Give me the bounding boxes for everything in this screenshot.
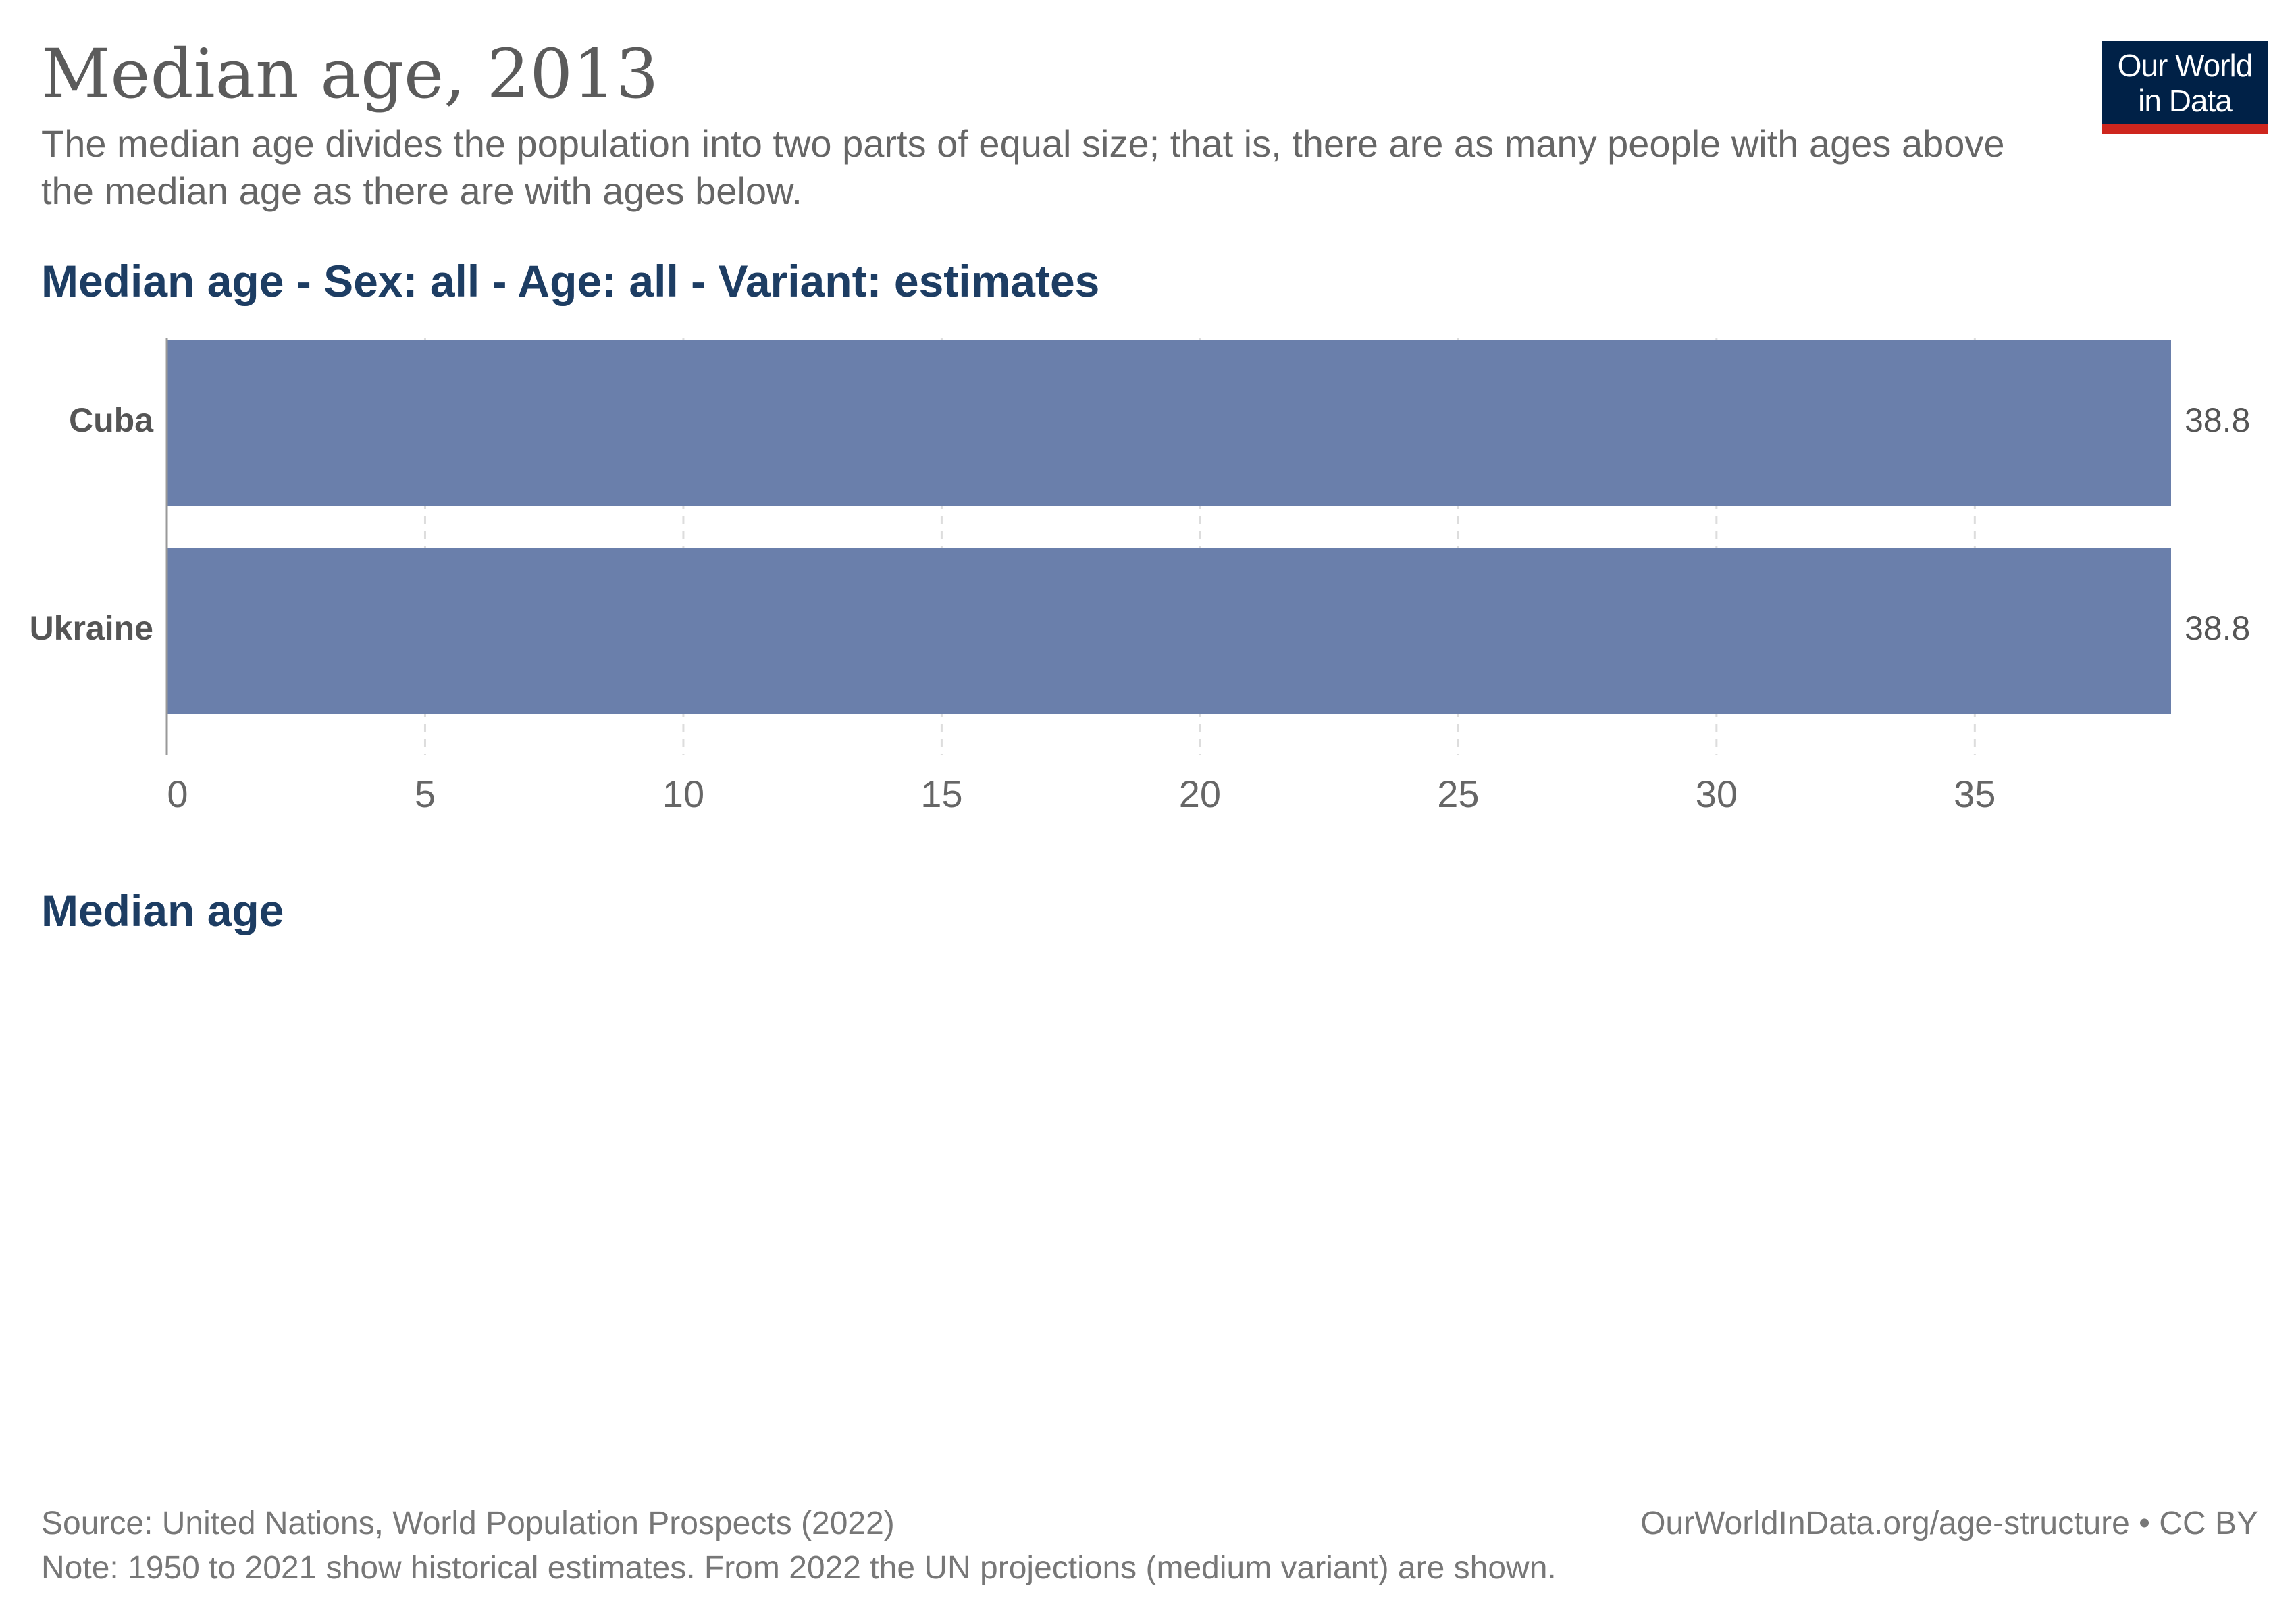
x-tick-label: 10 xyxy=(662,773,704,815)
source-url-link[interactable]: OurWorldInData.org/age-structure • CC BY xyxy=(1640,1506,2258,1541)
category-label: Ukraine xyxy=(30,609,153,647)
chart-title: Median age - Sex: all - Age: all - Varia… xyxy=(41,256,1100,306)
logo-line-2: in Data xyxy=(2138,82,2233,118)
bar xyxy=(167,548,2171,714)
value-label: 38.8 xyxy=(2185,609,2250,647)
note-text: Note: 1950 to 2021 show historical estim… xyxy=(41,1550,1557,1586)
bar-chart: Cuba 38.8 Ukraine 38.8 0 5 10 15 20 25 30 35 xyxy=(30,338,2250,815)
x-tick-label: 35 xyxy=(1954,773,1995,815)
section-title: Median age xyxy=(41,885,284,935)
x-tick-label: 30 xyxy=(1696,773,1738,815)
x-tick-label: 0 xyxy=(167,773,188,815)
page-title: Median age, 2013 xyxy=(41,34,659,113)
category-label: Cuba xyxy=(69,401,154,439)
x-tick-label: 20 xyxy=(1179,773,1221,815)
value-label: 38.8 xyxy=(2185,401,2250,439)
bar xyxy=(167,340,2171,506)
source-text: Source: United Nations, World Population… xyxy=(41,1506,895,1541)
logo-line-1: Our World xyxy=(2117,47,2253,83)
x-tick-label: 15 xyxy=(920,773,962,815)
x-tick-label: 25 xyxy=(1437,773,1479,815)
owid-logo[interactable]: Our World in Data xyxy=(2102,41,2268,134)
x-tick-label: 5 xyxy=(415,773,436,815)
page-subtitle: The median age divides the population in… xyxy=(41,122,2005,212)
